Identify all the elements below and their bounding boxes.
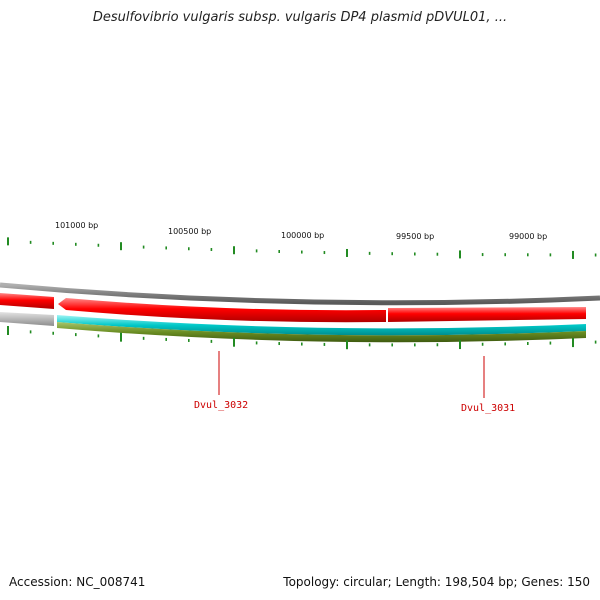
gene-feature-dvul-3032[interactable] [58,298,386,323]
accession-label: Accession: NC_008741 [9,575,146,589]
gene-feature-left-fragment [0,293,54,309]
bp-label-100000: 100000 bp [281,231,324,240]
bp-label-99500: 99500 bp [396,232,434,241]
bp-label-101000: 101000 bp [55,221,98,230]
gene-feature-dvul-3031[interactable] [388,307,586,322]
bp-label-100500: 100500 bp [168,227,211,236]
outer-tick-ring [7,237,597,259]
inner-tick-ring [7,325,597,350]
map-title: Desulfovibrio vulgaris subsp. vulgaris D… [92,10,508,25]
gene-feature-gray-fragment [0,312,54,326]
track-olive [57,322,586,343]
topology-summary: Topology: circular; Length: 198,504 bp; … [283,575,590,589]
track-cyan [57,315,586,336]
gene-label-dvul-3032[interactable]: Dvul_3032 [194,400,248,411]
bp-label-99000: 99000 bp [509,232,547,241]
plasmid-backbone [0,282,600,306]
gene-label-dvul-3031[interactable]: Dvul_3031 [461,403,515,414]
